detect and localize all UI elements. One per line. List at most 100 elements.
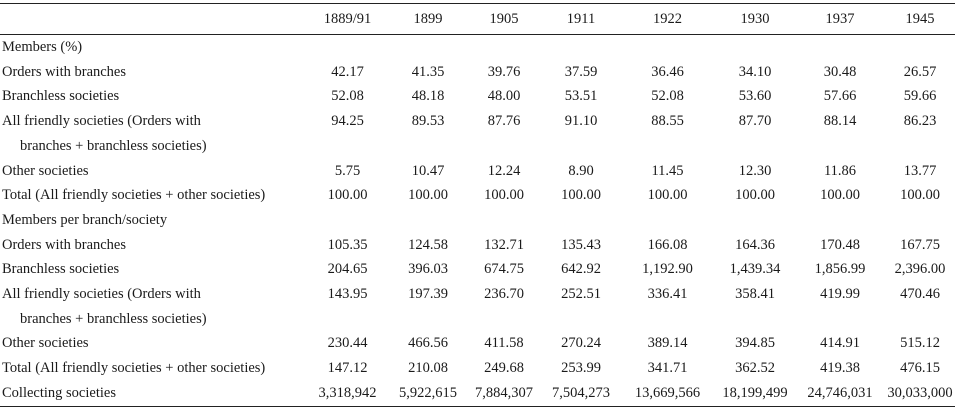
value-cell: 89.53 [411, 113, 445, 130]
value-cell: 396.03 [408, 261, 448, 278]
value-cell: 336.41 [647, 286, 688, 303]
label-line: Total (All friendly societies + other so… [2, 187, 266, 204]
value-cell: 466.56 [408, 335, 448, 352]
value-cell: 88.55 [651, 113, 684, 130]
label-line: Orders with branches [2, 236, 127, 253]
corner-cell [0, 3, 305, 35]
value-cell: 5.75 [334, 162, 361, 179]
label-line: All friendly societies (Orders with [2, 113, 201, 130]
column-header: 1930 [715, 3, 795, 35]
value-cell: 476.15 [900, 360, 940, 377]
value-cell: 362.52 [735, 360, 775, 377]
label-line: Members (%) [2, 39, 83, 55]
value-cell: 341.71 [647, 360, 688, 377]
data-row: Total (All friendly societies + other so… [0, 183, 955, 208]
value-cell: 52.08 [651, 88, 684, 105]
column-header: 1922 [620, 3, 715, 35]
table-header: 1889/91 1899 1905 1911 1922 1930 1937 1945 [0, 3, 955, 35]
value-cell: 204.65 [327, 261, 368, 278]
row-label: All friendly societies (Orders with branc… [0, 109, 305, 158]
data-row: Orders with branches 105.35 124.58 132.71 13… [0, 233, 955, 258]
row-label: Other societies [0, 159, 305, 184]
data-row: Other societies 230.44 466.56 411.58 270.24 3… [0, 331, 955, 356]
column-header: 1899 [390, 3, 466, 35]
value-cell: 37.59 [564, 63, 598, 80]
value-cell: 18,199,499 [722, 384, 788, 401]
value-cell: 164.36 [735, 236, 775, 253]
data-row: All friendly societies (Orders with branc… [0, 109, 955, 158]
value-cell: 12.24 [487, 162, 521, 179]
column-header: 1937 [795, 3, 885, 35]
value-cell: 30.48 [823, 63, 857, 80]
value-cell: 167.75 [900, 236, 940, 253]
table-body: Members (%) Orders with branches 42.17 41.3… [0, 35, 955, 407]
value-cell: 42.17 [331, 63, 364, 80]
label-line: All friendly societies (Orders with [2, 286, 201, 303]
value-cell: 1,192.90 [642, 261, 693, 278]
value-cell: 100.00 [484, 187, 524, 204]
value-cell: 3,318,942 [318, 384, 377, 401]
label-line: Total (All friendly societies + other so… [2, 360, 266, 377]
value-cell: 358.41 [735, 286, 775, 303]
column-header: 1911 [542, 3, 620, 35]
value-cell: 100.00 [900, 187, 940, 204]
column-header: 1945 [885, 3, 955, 35]
value-cell: 1,439.34 [729, 261, 781, 278]
value-cell: 100.00 [820, 187, 860, 204]
value-cell: 166.08 [647, 236, 688, 253]
label-line: branches + branchless societies) [20, 310, 207, 327]
value-cell: 414.91 [820, 335, 860, 352]
value-cell: 86.23 [903, 113, 937, 130]
value-cell: 52.08 [331, 88, 364, 105]
value-cell: 100.00 [735, 187, 775, 204]
data-row: Orders with branches 42.17 41.35 39.76 37.59… [0, 60, 955, 85]
value-cell: 170.48 [820, 236, 860, 253]
row-label: Collecting societies [0, 381, 305, 406]
row-label: Members per branch/society [0, 208, 955, 233]
label-line: Orders with branches [2, 63, 127, 80]
value-cell: 48.00 [487, 88, 521, 105]
value-cell: 100.00 [408, 187, 448, 204]
value-cell: 100.00 [647, 187, 688, 204]
row-label: Total (All friendly societies + other so… [0, 356, 305, 381]
value-cell: 100.00 [561, 187, 601, 204]
page: 1889/91 1899 1905 1911 1922 1930 1937 1945 Memb… [0, 3, 955, 415]
value-cell: 147.12 [327, 360, 368, 377]
value-cell: 132.71 [484, 236, 524, 253]
value-cell: 8.90 [568, 162, 594, 179]
row-label: Branchless societies [0, 84, 305, 109]
data-row: Total (All friendly societies + other so… [0, 356, 955, 381]
value-cell: 419.38 [820, 360, 860, 377]
value-cell: 53.51 [564, 88, 598, 105]
row-label: Orders with branches [0, 233, 305, 258]
label-line: Other societies [2, 162, 89, 179]
value-cell: 88.14 [823, 113, 857, 130]
value-cell: 13,669,566 [634, 384, 701, 401]
row-label: Total (All friendly societies + other so… [0, 183, 305, 208]
row-label: All friendly societies (Orders with branc… [0, 282, 305, 331]
value-cell: 2,396.00 [894, 261, 946, 278]
value-cell: 249.68 [484, 360, 524, 377]
value-cell: 11.45 [651, 162, 684, 179]
value-cell: 34.10 [738, 63, 772, 80]
value-cell: 389.14 [647, 335, 688, 352]
row-label: Orders with branches [0, 60, 305, 85]
data-row: Collecting societies 3,318,942 5,922,615 7,… [0, 381, 955, 406]
value-cell: 470.46 [900, 286, 940, 303]
value-cell: 57.66 [823, 88, 857, 105]
value-cell: 94.25 [331, 113, 364, 130]
value-cell: 253.99 [561, 360, 601, 377]
value-cell: 24,746,031 [807, 384, 873, 401]
column-header: 1889/91 [305, 3, 390, 35]
value-cell: 210.08 [408, 360, 448, 377]
section-row: Members (%) [0, 35, 955, 60]
value-cell: 59.66 [903, 88, 937, 105]
value-cell: 515.12 [900, 335, 940, 352]
label-line: branches + branchless societies) [20, 137, 207, 154]
label-line: Members per branch/society [2, 211, 168, 228]
data-row: All friendly societies (Orders with branc… [0, 282, 955, 331]
value-cell: 87.70 [738, 113, 772, 130]
value-cell: 87.76 [487, 113, 521, 130]
label-line: Collecting societies [2, 384, 116, 401]
header-row: 1889/91 1899 1905 1911 1922 1930 1937 1945 [0, 3, 955, 35]
